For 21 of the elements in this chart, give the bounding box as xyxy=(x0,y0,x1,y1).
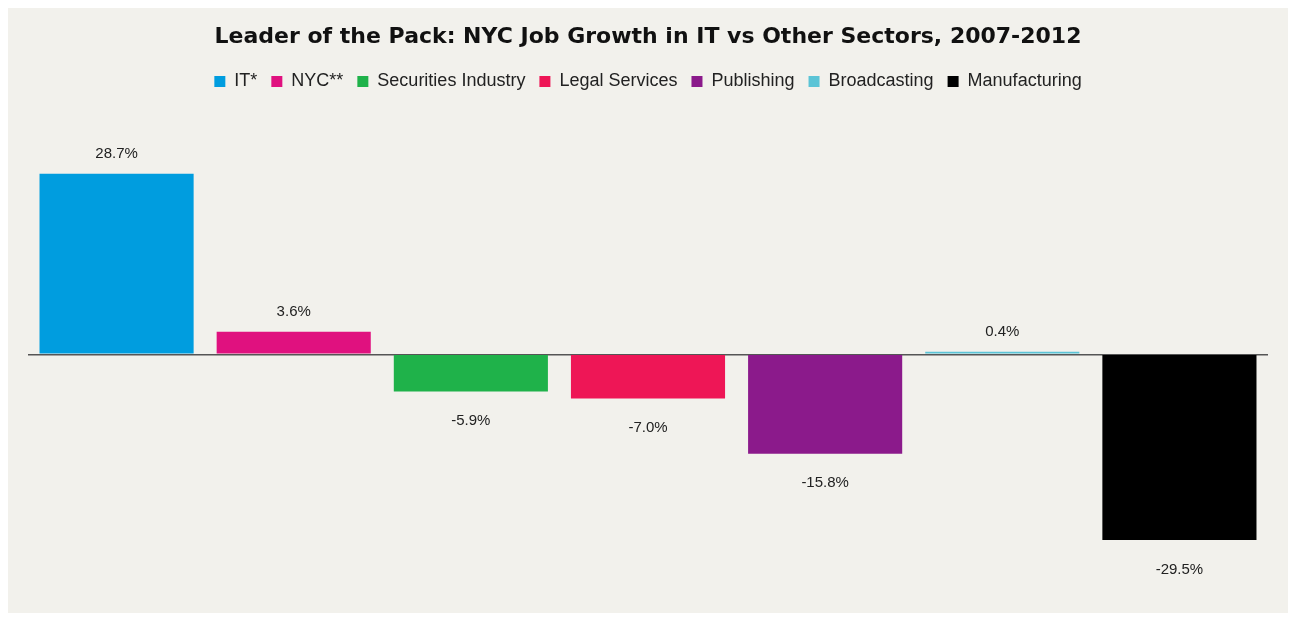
data-label: 0.4% xyxy=(985,322,1020,340)
bar xyxy=(1102,355,1257,541)
bar xyxy=(570,355,726,399)
data-label: -7.0% xyxy=(628,418,668,436)
bar xyxy=(216,331,371,354)
legend-label: Legal Services xyxy=(559,70,678,91)
bar xyxy=(39,173,194,354)
legend-label: Securities Industry xyxy=(377,70,526,91)
legend-label: Publishing xyxy=(711,70,795,91)
bar xyxy=(393,355,548,392)
legend-label: Manufacturing xyxy=(967,70,1082,91)
legend-label: Broadcasting xyxy=(828,70,934,91)
data-label: -15.8% xyxy=(801,473,849,491)
data-label: 28.7% xyxy=(95,144,138,162)
bar xyxy=(748,355,903,454)
legend-label: NYC** xyxy=(291,70,344,91)
data-label: -29.5% xyxy=(1155,559,1204,577)
data-label: 3.6% xyxy=(276,302,311,320)
data-label: -5.9% xyxy=(451,411,491,429)
legend-label: IT* xyxy=(234,70,258,91)
chart-title: Leader of the Pack: NYC Job Growth in IT vs Other Sectors, 2007-2012 xyxy=(214,22,1082,48)
